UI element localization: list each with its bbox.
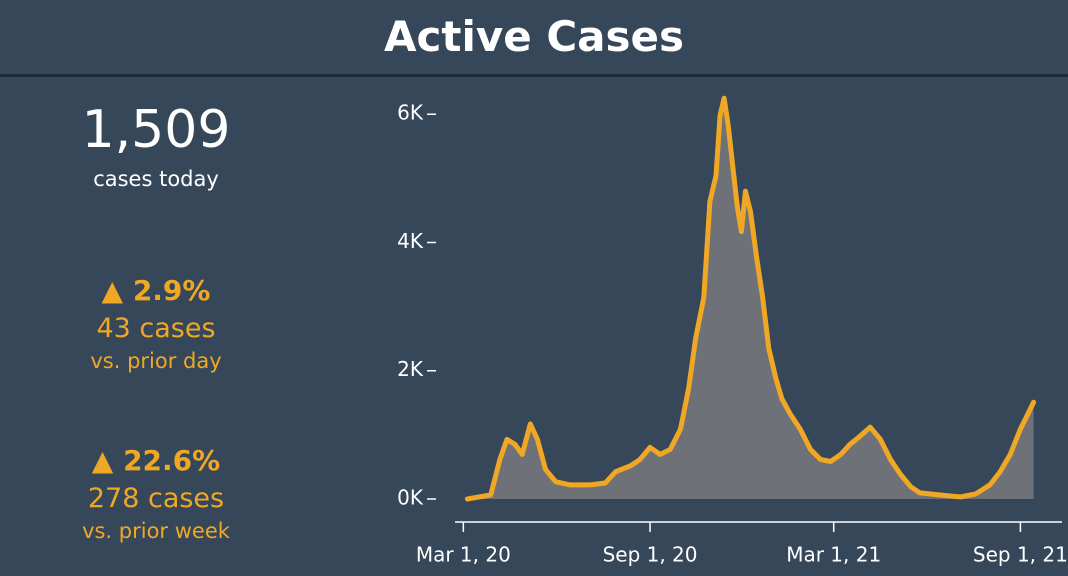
x-tick-label: Sep 1, 21 [973,543,1068,567]
line [464,95,1037,502]
up-arrow: ▲ [91,444,114,477]
kpi-compare: vs. prior day [90,349,222,373]
kpi-pct: 2.9% [132,274,211,307]
kpi-change: ▲ 2.9% [0,271,312,311]
title: Active Cases [383,12,684,61]
y-tick-label: 2K [397,357,424,381]
x-tick-label: Mar 1, 21 [786,543,881,567]
up-arrow: ▲ [101,274,124,307]
kpi-value: 1,509 [81,100,231,160]
header: Active Cases [0,0,1068,77]
kpi-cases: 43 cases [96,313,216,344]
kpi-change: ▲ 22.6% [0,441,312,481]
x-tick-label: Mar 1, 20 [416,543,511,567]
x-tick-label: Sep 1, 20 [603,543,698,567]
kpi-compare: vs. prior week [82,519,230,543]
y-tick-label: 0K [397,486,424,510]
kpi-pct: 22.6% [123,444,221,477]
y-tick-label: 4K [397,229,424,253]
kpi-label: cases today [93,167,219,191]
y-tick-label: 6K [397,101,424,125]
kpi-panel: 1,509 cases today ▲ 2.9% 43 cases vs. pr… [0,95,312,545]
area [467,98,1034,499]
kpi-cases: 278 cases [87,483,225,514]
